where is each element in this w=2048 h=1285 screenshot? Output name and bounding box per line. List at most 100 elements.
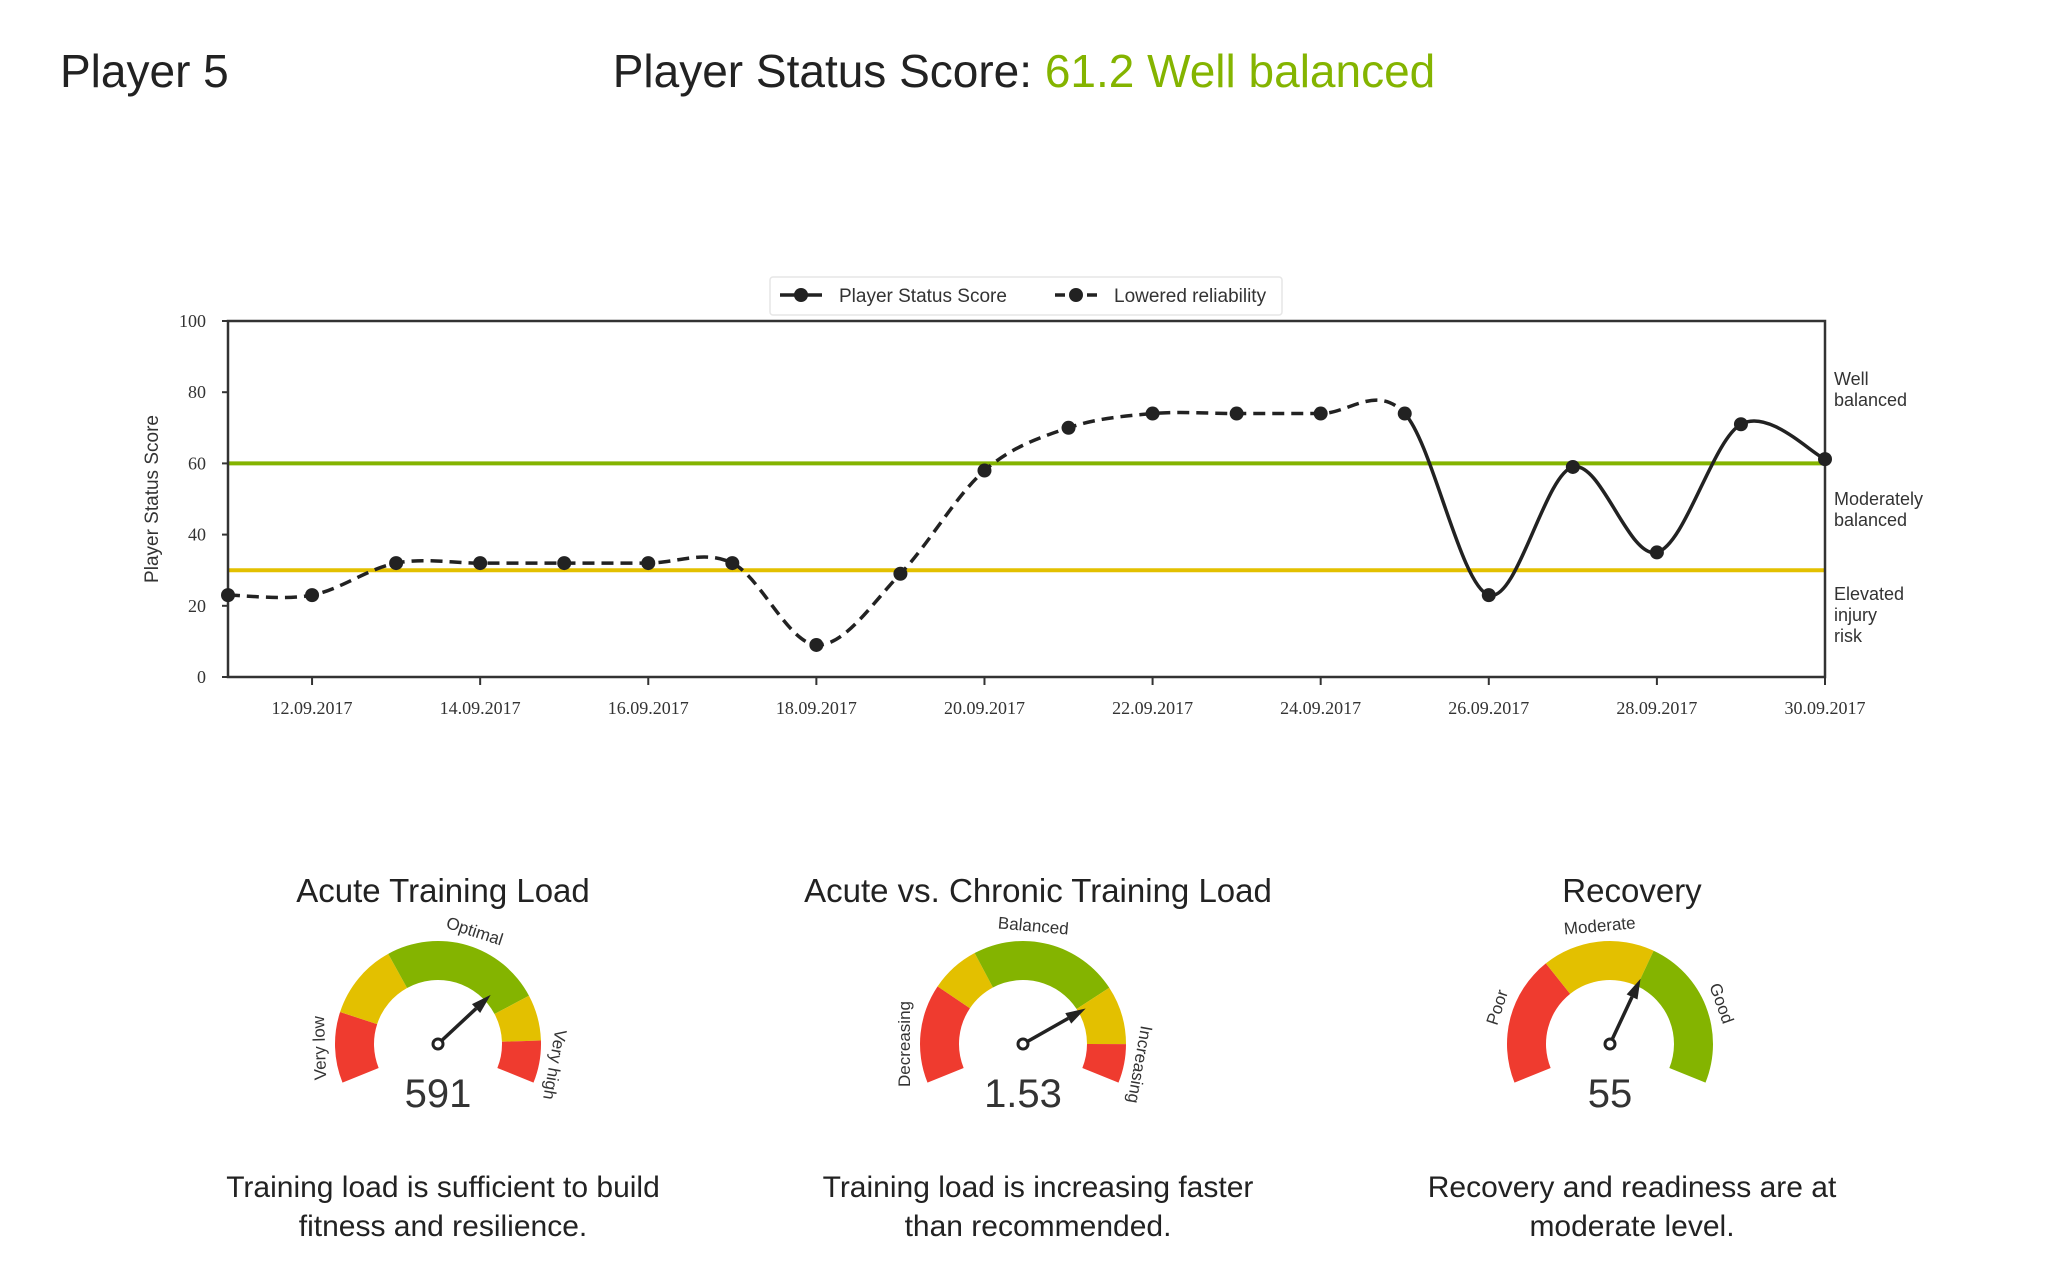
gauge-zone-yellow: [494, 995, 541, 1042]
gauge-zone-green: [388, 941, 529, 1015]
x-tick-label: 16.09.2017: [608, 698, 689, 718]
data-point: [473, 556, 488, 571]
gauge-description-acute-chronic: Training load is increasing faster than r…: [758, 1168, 1318, 1246]
legend: Player Status Score Lowered reliability: [769, 276, 1283, 316]
data-point: [1229, 406, 1244, 421]
gauge-zone-yellow: [937, 953, 993, 1009]
y-tick-label: 60: [188, 453, 206, 473]
description-line: Recovery and readiness are at: [1427, 1171, 1837, 1204]
gauge-zone-yellow: [1545, 940, 1654, 994]
gauge-zone-label: Good: [1705, 981, 1737, 1027]
zone-label: risk: [1834, 626, 1863, 646]
gauge-value: 1.53: [984, 1072, 1062, 1116]
x-tick-label: 14.09.2017: [440, 698, 521, 718]
data-point: [1818, 452, 1832, 467]
gauge-zone-red: [334, 1012, 379, 1083]
plot-frame: [226, 319, 1827, 679]
gauge-zone-label: Balanced: [997, 913, 1069, 938]
y-axis-label: Player Status Score: [142, 415, 163, 583]
data-point: [893, 566, 908, 581]
legend-marker: [794, 288, 808, 302]
data-point: [1565, 459, 1580, 474]
player-name: Player 5: [60, 45, 229, 97]
gauge-title-acute-load: Acute Training Load: [296, 872, 590, 909]
gauge: 1.53 Decreasing Balanced Increasing: [895, 913, 1156, 1116]
y-tick-label: 40: [188, 525, 206, 545]
gauge-zone-label: Decreasing: [895, 1001, 914, 1087]
zone-label: balanced: [1834, 390, 1907, 410]
data-point: [389, 556, 404, 571]
x-tick-label: 24.09.2017: [1280, 698, 1361, 718]
zone-label: Well: [1834, 369, 1869, 389]
gauge-needle-arrow-icon: [1065, 1008, 1086, 1024]
gauge-zone-red: [497, 1040, 541, 1083]
status-score-label: Player Status Score:: [612, 45, 1033, 97]
gauge-zone-yellow: [1076, 987, 1126, 1045]
description-line: than recommended.: [904, 1210, 1172, 1243]
legend-label: Player Status Score: [839, 286, 1007, 307]
gauge-zone-red: [1082, 1044, 1126, 1083]
gauge-needle: [436, 1007, 478, 1046]
gauge-zone-label: Moderate: [1563, 913, 1636, 938]
gauge-value: 55: [1588, 1072, 1633, 1116]
gauge-pivot: [1603, 1037, 1617, 1051]
x-tick-label: 30.09.2017: [1785, 698, 1866, 718]
gauge-needle: [1022, 1016, 1070, 1046]
x-tick-label: 18.09.2017: [776, 698, 857, 718]
zone-label: balanced: [1834, 510, 1907, 530]
data-point: [809, 637, 824, 652]
data-point: [1649, 545, 1664, 560]
legend-label: Lowered reliability: [1114, 286, 1267, 307]
lowered-reliability-line: [227, 398, 1407, 647]
gauge-needle: [1608, 996, 1634, 1045]
gauge-zone-label: Very high: [539, 1028, 570, 1101]
gauge-zone-red: [1507, 963, 1571, 1083]
gauge-needle-arrow-icon: [471, 994, 491, 1013]
gauge-title-acute-chronic: Acute vs. Chronic Training Load: [804, 872, 1272, 909]
y-tick-label: 20: [188, 596, 206, 616]
gauge-value: 591: [405, 1072, 472, 1116]
y-tick-label: 100: [179, 311, 206, 331]
data-point: [725, 556, 740, 571]
data-point: [1733, 417, 1748, 432]
data-point: [305, 588, 320, 603]
gauge-zone-red: [920, 986, 970, 1083]
legend-box: [769, 276, 1283, 316]
gauge-zone-label: Poor: [1483, 987, 1512, 1027]
gauge-zone-label: Increasing: [1124, 1024, 1156, 1105]
gauge-needle-arrow-icon: [1626, 978, 1641, 1000]
data-point: [1145, 406, 1160, 421]
gauge-description-recovery: Recovery and readiness are at moderate le…: [1352, 1168, 1912, 1246]
x-tick-label: 22.09.2017: [1112, 698, 1193, 718]
data-point: [1397, 406, 1412, 421]
description-line: Training load is sufficient to build: [226, 1171, 660, 1204]
zone-label: Moderately: [1834, 489, 1923, 509]
data-point: [1061, 420, 1076, 435]
data-point: [977, 463, 992, 478]
data-point: [221, 588, 235, 603]
data-point: [1481, 588, 1496, 603]
gauge-pivot: [431, 1037, 445, 1051]
y-tick-label: 80: [188, 382, 206, 402]
description-line: Training load is increasing faster: [822, 1171, 1254, 1204]
description-line: moderate level.: [1529, 1210, 1735, 1243]
data-point: [557, 556, 572, 571]
y-tick-label: 0: [197, 667, 206, 687]
gauge-zone-yellow: [340, 953, 408, 1025]
x-tick-label: 26.09.2017: [1448, 698, 1529, 718]
gauge-zone-green: [974, 940, 1110, 1010]
gauge-title-recovery: Recovery: [1562, 872, 1702, 909]
description-line: fitness and resilience.: [298, 1210, 588, 1243]
x-tick-label: 28.09.2017: [1616, 698, 1697, 718]
zone-label: injury: [1834, 605, 1877, 625]
status-score-value: 61.2 Well balanced: [1044, 45, 1436, 97]
status-score-heading: Player Status Score: 61.2 Well balanced: [0, 44, 2048, 98]
x-tick-label: 20.09.2017: [944, 698, 1025, 718]
legend-marker: [1069, 288, 1083, 302]
gauge-description-acute-load: Training load is sufficient to build fitn…: [163, 1168, 723, 1246]
data-point: [1313, 406, 1328, 421]
gauge: 55 Poor Moderate Good: [1483, 913, 1738, 1116]
gauge-zone-label: Very low: [309, 1015, 330, 1081]
